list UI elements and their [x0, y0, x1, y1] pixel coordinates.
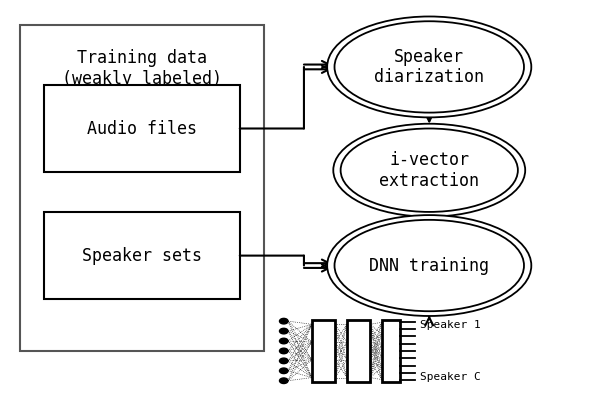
Ellipse shape	[335, 220, 524, 311]
Ellipse shape	[335, 21, 524, 113]
Text: Audio files: Audio files	[87, 120, 197, 138]
Text: Speaker
diarization: Speaker diarization	[375, 48, 484, 86]
Circle shape	[279, 338, 288, 344]
Text: Speaker sets: Speaker sets	[82, 247, 202, 265]
Text: Speaker C: Speaker C	[420, 372, 481, 382]
Text: DNN training: DNN training	[369, 256, 489, 274]
Bar	[381, 320, 400, 382]
Bar	[347, 320, 370, 382]
Text: i-vector
extraction: i-vector extraction	[379, 151, 480, 190]
Bar	[20, 25, 264, 351]
Circle shape	[279, 348, 288, 354]
Bar	[312, 320, 335, 382]
Circle shape	[279, 358, 288, 364]
Circle shape	[279, 318, 288, 324]
Circle shape	[279, 378, 288, 384]
Text: Speaker 1: Speaker 1	[420, 320, 481, 330]
Bar	[44, 212, 239, 299]
Bar	[44, 85, 239, 172]
Circle shape	[279, 328, 288, 334]
Ellipse shape	[341, 128, 518, 212]
Ellipse shape	[327, 16, 531, 117]
Circle shape	[279, 368, 288, 374]
Ellipse shape	[327, 215, 531, 316]
Ellipse shape	[333, 124, 525, 217]
Text: Training data
(weakly labeled): Training data (weakly labeled)	[62, 49, 222, 88]
